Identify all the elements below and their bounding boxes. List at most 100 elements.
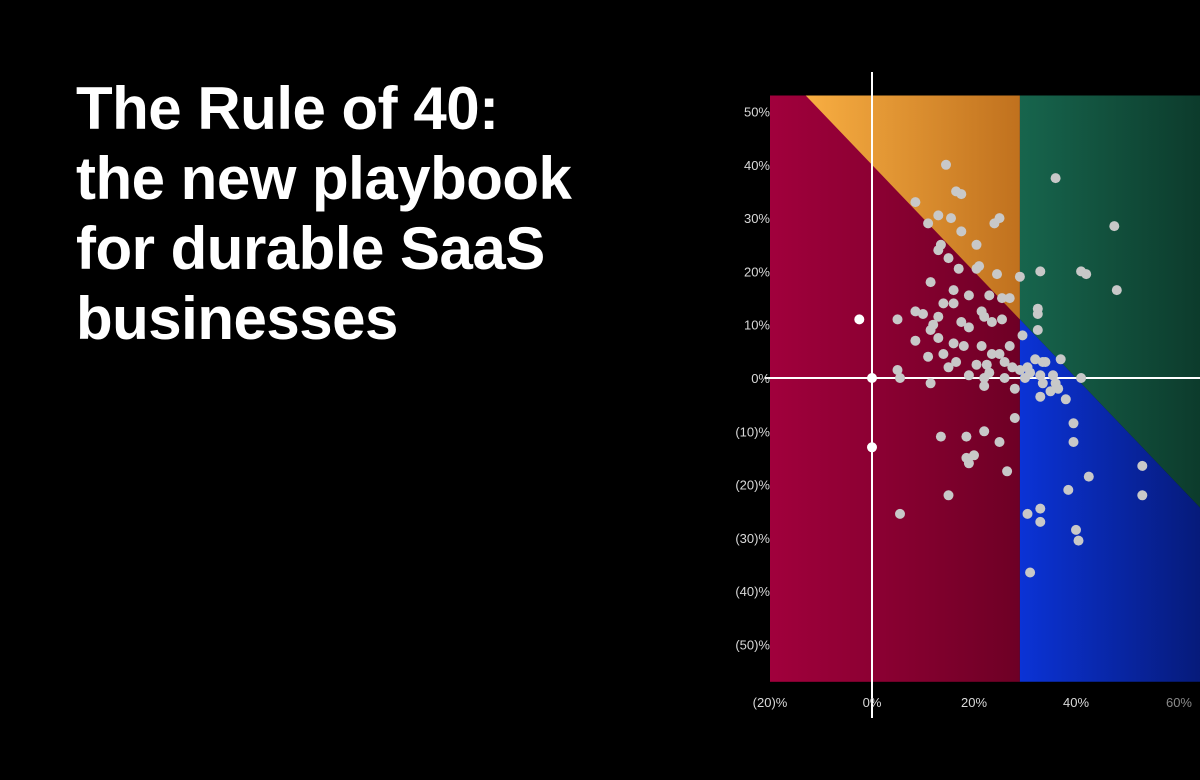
data-point [953,263,964,274]
data-point [999,373,1010,383]
data-point [892,314,903,325]
data-point [1004,293,1015,304]
data-point [1025,567,1036,578]
data-point [1017,330,1028,341]
data-point [963,322,974,333]
data-point [1007,362,1018,373]
data-point [1083,471,1094,482]
data-point [933,333,944,343]
data-point [895,373,905,383]
title-line-1: The Rule of 40: [76,75,499,142]
y-tick-label: (50)% [735,638,770,653]
data-point [963,290,974,301]
data-point [935,431,946,442]
data-point [1009,383,1020,394]
data-point [910,306,921,317]
title-line-4: businesses [76,285,398,352]
data-point [943,253,954,264]
y-tick-label: 0% [751,371,770,386]
page-title: The Rule of 40: the new playbook for dur… [76,74,736,354]
highlight-point [867,442,877,453]
data-point [1037,378,1048,389]
data-point [948,338,959,349]
data-point [984,290,995,301]
data-point [923,218,934,229]
data-point [925,378,936,389]
bottom-right-region [1019,319,1200,682]
data-point [997,314,1007,325]
data-point [943,362,954,373]
data-point [981,359,992,370]
data-point [948,285,959,296]
data-point [1109,221,1120,232]
data-point [1014,271,1025,282]
data-point [989,218,1000,229]
data-point [1063,484,1074,495]
data-point [1055,354,1066,365]
data-point [963,370,974,381]
data-point [1020,373,1030,383]
y-tick-label: (10)% [735,424,770,439]
data-point [979,311,990,322]
data-point [923,351,934,362]
data-point [948,298,959,309]
data-point [979,426,990,437]
chart-regions [770,95,1200,682]
data-point [1032,325,1043,335]
data-point [1076,373,1087,383]
x-axis-ticks: (20)% 0% 20% 40% 60% [753,695,1193,710]
data-point [1137,490,1148,501]
highlight-point [867,373,877,383]
x-tick-label: 20% [961,695,987,710]
data-point [974,261,985,272]
data-point [1035,266,1046,277]
data-point [941,159,951,170]
data-point [895,508,905,519]
top-left-region [805,95,1020,320]
data-point [1040,357,1051,367]
data-point [938,298,949,309]
data-point [963,458,974,469]
data-point [994,437,1005,447]
data-point [958,341,969,351]
data-point [969,450,979,461]
y-tick-label: (30)% [735,531,770,546]
data-point [1137,460,1148,471]
data-point [1060,394,1071,405]
data-point [1073,535,1084,546]
y-tick-label: 30% [744,211,770,226]
data-point [979,381,990,391]
data-point [1032,309,1043,319]
data-point [994,349,1005,359]
data-point [1030,354,1041,365]
data-point [1050,173,1061,184]
data-point [1053,383,1064,394]
data-point [892,365,903,375]
y-tick-label: 20% [744,264,770,279]
data-point [986,317,997,327]
data-point [1068,437,1079,447]
data-point [1035,370,1046,381]
x-tick-label: (20)% [753,695,788,710]
data-point [1004,341,1015,351]
data-point [992,269,1002,280]
data-point [971,359,982,370]
data-point [1111,285,1122,296]
chart-highlight-points [854,314,877,453]
x-tick-label: 60% [1166,695,1192,710]
data-point [997,293,1007,304]
data-point [933,210,944,221]
data-point [979,373,990,383]
data-point [933,245,944,256]
data-point [986,349,997,359]
data-point [910,197,921,208]
data-point [925,325,936,335]
data-point [1035,391,1046,402]
data-point [1002,466,1013,477]
data-point [961,431,972,442]
y-axis-ticks: 50% 40% 30% 20% 10% 0% (10)% (20)% (30)% (40)% (50… [735,105,770,653]
data-point [956,317,967,327]
x-tick-label: 0% [863,695,882,710]
data-point [999,357,1010,367]
